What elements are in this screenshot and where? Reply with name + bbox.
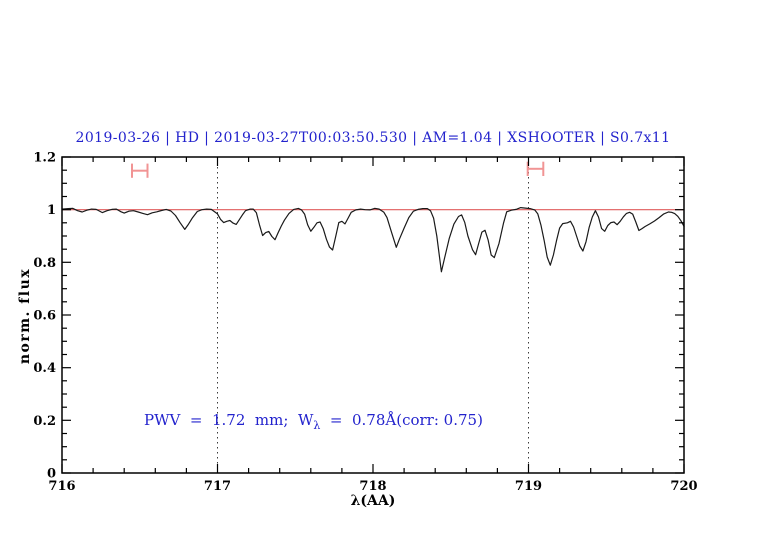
y-axis-label: norm. flux (17, 267, 33, 365)
spectrum-line (61, 207, 685, 273)
y-tick-label: 0 (47, 467, 56, 482)
pwv-band-marker (526, 161, 545, 176)
x-tick-label: 720 (670, 479, 697, 494)
x-tick-label: 716 (48, 479, 75, 494)
y-tick-label: 1 (47, 203, 56, 218)
plot-title: 2019-03-26 | HD | 2019-03-27T00:03:50.53… (75, 130, 671, 146)
pwv-band-marker (131, 163, 149, 178)
x-tick-label: 719 (515, 479, 542, 494)
y-tick-label: 0.4 (33, 361, 56, 376)
plot-frame (61, 156, 685, 474)
y-tick-label: 1.2 (33, 151, 56, 166)
y-tick-label: 0.8 (33, 256, 56, 271)
pwv-annotation: PWV = 1.72 mm; Wλ = 0.78Å(corr: 0.75) (144, 411, 483, 432)
x-tick-label: 718 (359, 479, 386, 494)
pwv-annotation-text-2: = 0.78Å(corr: 0.75) (320, 411, 483, 429)
lambda-subscript: λ (313, 419, 321, 432)
y-tick-label: 0.2 (33, 414, 56, 429)
x-tick-label: 717 (204, 479, 231, 494)
x-axis-label: λ(AA) (350, 493, 396, 509)
pwv-annotation-text: PWV = 1.72 mm; W (144, 411, 314, 429)
y-tick-label: 0.6 (33, 309, 56, 324)
